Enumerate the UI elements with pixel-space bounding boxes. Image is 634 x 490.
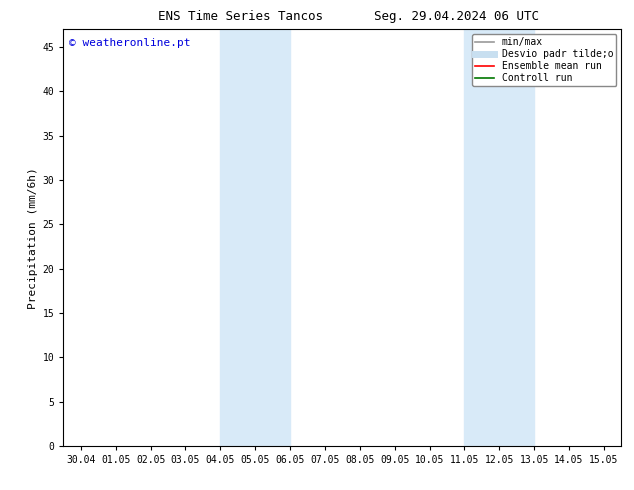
Bar bbox=[464, 29, 534, 446]
Text: ENS Time Series Tancos: ENS Time Series Tancos bbox=[158, 10, 323, 23]
Text: © weatheronline.pt: © weatheronline.pt bbox=[69, 38, 190, 48]
Y-axis label: Precipitation (mm/6h): Precipitation (mm/6h) bbox=[29, 167, 39, 309]
Text: Seg. 29.04.2024 06 UTC: Seg. 29.04.2024 06 UTC bbox=[374, 10, 539, 23]
Legend: min/max, Desvio padr tilde;o, Ensemble mean run, Controll run: min/max, Desvio padr tilde;o, Ensemble m… bbox=[472, 34, 616, 86]
Bar bbox=[221, 29, 290, 446]
